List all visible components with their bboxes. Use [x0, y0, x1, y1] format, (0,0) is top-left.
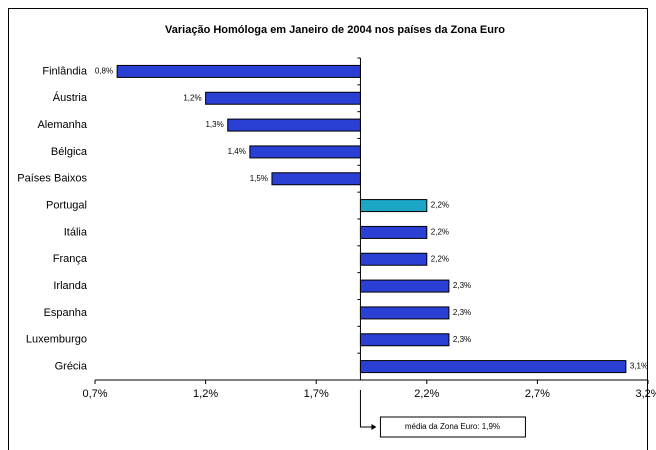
category-label: Áustria [53, 91, 88, 104]
value-label: 2,3% [453, 335, 471, 344]
x-tick-label: 1,7% [304, 388, 329, 400]
category-label: Portugal [46, 199, 87, 211]
value-label: 2,3% [453, 308, 471, 317]
value-label: 2,2% [431, 201, 449, 210]
category-label: Bélgica [51, 146, 88, 158]
bar [227, 118, 361, 132]
category-label: Países Baixos [17, 173, 87, 185]
value-label: 1,4% [228, 147, 246, 156]
category-label: Espanha [44, 307, 88, 319]
x-tick-label: 2,7% [525, 388, 550, 400]
x-tick-label: 2,2% [414, 388, 439, 400]
value-label: 0,8% [95, 67, 113, 76]
category-label: Itália [64, 226, 88, 238]
bar [359, 333, 450, 347]
value-label: 1,5% [250, 174, 268, 183]
value-label: 2,3% [453, 281, 471, 290]
category-label: Alemanha [37, 119, 87, 131]
value-label: 2,2% [431, 228, 449, 237]
bar [359, 279, 450, 293]
chart-frame [8, 8, 648, 450]
bar [116, 64, 361, 78]
annotation-arrowhead [371, 424, 377, 430]
annotation-box [379, 416, 526, 438]
bar [359, 225, 428, 239]
bar [271, 172, 361, 186]
category-label: Irlanda [53, 280, 88, 292]
bar [205, 91, 361, 105]
bar [249, 145, 361, 159]
value-label: 1,2% [183, 93, 201, 102]
bar [359, 252, 428, 266]
category-label: França [53, 253, 88, 265]
bar [359, 199, 428, 213]
x-tick-label: 1,2% [193, 388, 218, 400]
category-label: Grécia [55, 360, 88, 372]
value-label: 2,2% [431, 254, 449, 263]
annotation-text: média da Zona Euro: 1,9% [405, 422, 500, 431]
x-tick-label: 0,7% [82, 388, 107, 400]
value-label: 1,3% [205, 120, 223, 129]
category-label: Finlândia [42, 65, 88, 77]
bar [359, 306, 450, 320]
chart-title: Variação Homóloga em Janeiro de 2004 nos… [165, 24, 505, 36]
category-label: Luxemburgo [26, 334, 87, 346]
x-tick-label: 3,2% [635, 388, 656, 400]
annotation-arrow [359, 390, 373, 428]
bar [359, 360, 627, 374]
value-label: 3,1% [630, 362, 648, 371]
